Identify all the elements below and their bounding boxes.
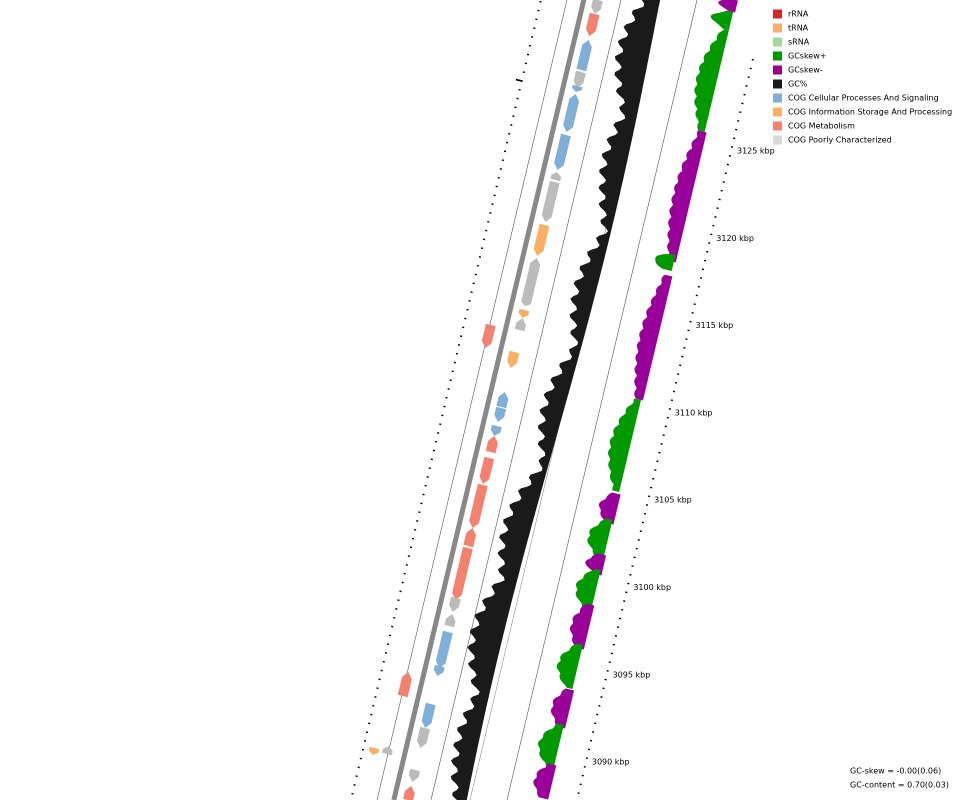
gene-arrow	[463, 528, 476, 548]
legend-swatch	[773, 79, 782, 89]
legend-swatch	[773, 9, 782, 19]
gene-arrow	[481, 323, 496, 348]
legend-label: COG Metabolism	[788, 122, 855, 131]
gc-skew-segment	[598, 492, 621, 525]
gene-arrow	[563, 118, 575, 132]
gc-skew-summary: GC-skew = -0.00(0.06)	[850, 767, 941, 776]
gc-skew-segment	[710, 10, 734, 30]
gene-arrow	[433, 664, 445, 676]
scale-label: 3105 kbp	[654, 496, 692, 505]
gene-arrow	[490, 424, 502, 436]
scale-label: 3125 kbp	[737, 147, 775, 156]
gc-skew-segment	[634, 274, 673, 401]
gene-arrow	[494, 406, 506, 422]
gene-arrow	[496, 392, 509, 409]
gene-arrow	[572, 84, 583, 92]
legend-label: tRNA	[788, 24, 809, 33]
gc-content-summary: GC-content = 0.70(0.03)	[850, 781, 949, 790]
ring-line	[430, 0, 622, 800]
gene-arrow	[507, 350, 520, 368]
legend-label: GCskew+	[788, 52, 826, 61]
gene-arrow	[397, 672, 412, 698]
gene-arrow	[382, 746, 393, 756]
gene-arrow	[554, 133, 571, 170]
gene-arrow	[573, 70, 586, 88]
gc-skew-segment	[575, 569, 601, 612]
legend-swatch	[773, 135, 782, 145]
gene-arrow	[521, 298, 532, 306]
gc-skew-segment	[550, 688, 575, 729]
legend-swatch	[773, 51, 782, 61]
gene-arrow	[435, 630, 453, 668]
gene-arrow	[469, 483, 488, 528]
gene-arrow	[564, 94, 580, 122]
scale-label: 3100 kbp	[633, 583, 671, 592]
legend-label: COG Information Storage And Processing	[788, 108, 952, 117]
legend-swatch	[773, 107, 782, 117]
tick-mark	[515, 78, 523, 82]
gene-arrow	[541, 180, 560, 222]
ring-line	[506, 0, 698, 800]
gc-skew-segment	[608, 398, 641, 492]
gc-skew-segment	[537, 723, 564, 769]
gene-arrow	[452, 546, 473, 600]
gene-arrow	[514, 318, 526, 332]
gene-arrow	[521, 258, 541, 302]
gene-arrow	[479, 456, 495, 484]
gc-skew-segment	[569, 603, 595, 650]
legend-swatch	[773, 65, 782, 75]
ring-line	[376, 0, 568, 800]
legend-swatch	[773, 37, 782, 47]
backbone	[391, 0, 587, 800]
gene-arrow	[416, 726, 430, 748]
gene-arrow	[576, 40, 592, 72]
gene-arrow	[518, 308, 530, 318]
scale-label: 3095 kbp	[613, 670, 651, 679]
legend-swatch	[773, 23, 782, 33]
legend-label: rRNA	[788, 10, 809, 19]
gc-skew-segment	[655, 253, 676, 271]
legend-label: sRNA	[788, 38, 810, 47]
gene-arrow	[368, 746, 380, 755]
gene-arrow	[403, 786, 415, 800]
legend-label: COG Cellular Processes And Signaling	[788, 94, 939, 103]
gc-skew-segment	[556, 643, 583, 689]
legend-label: GCskew-	[788, 66, 823, 75]
scale-label: 3120 kbp	[716, 234, 754, 243]
gene-arrow	[591, 0, 603, 14]
legend-swatch	[773, 121, 782, 131]
gc-content-track	[450, 0, 660, 800]
gene-arrow	[408, 768, 420, 782]
gene-arrow	[550, 172, 562, 182]
gene-arrow	[449, 596, 461, 612]
scale-label: 3110 kbp	[675, 408, 713, 417]
gc-skew-segment	[718, 0, 738, 13]
gene-arrow	[421, 702, 436, 728]
scale-label: 3115 kbp	[696, 321, 734, 330]
scale-label: 3090 kbp	[592, 758, 630, 767]
gene-arrow	[533, 223, 550, 256]
gc-skew-segment	[533, 763, 557, 800]
legend-label: COG Poorly Characterized	[788, 136, 892, 145]
gene-arrow	[444, 614, 456, 628]
gc-skew-segment	[694, 29, 729, 132]
gc-skew-segment	[585, 553, 607, 576]
gene-arrow	[586, 12, 600, 37]
gene-arrow	[485, 436, 498, 454]
gc-skew-segment	[667, 130, 707, 263]
legend-label: GC%	[788, 80, 808, 89]
legend-swatch	[773, 93, 782, 103]
gc-skew-segment	[587, 518, 613, 560]
